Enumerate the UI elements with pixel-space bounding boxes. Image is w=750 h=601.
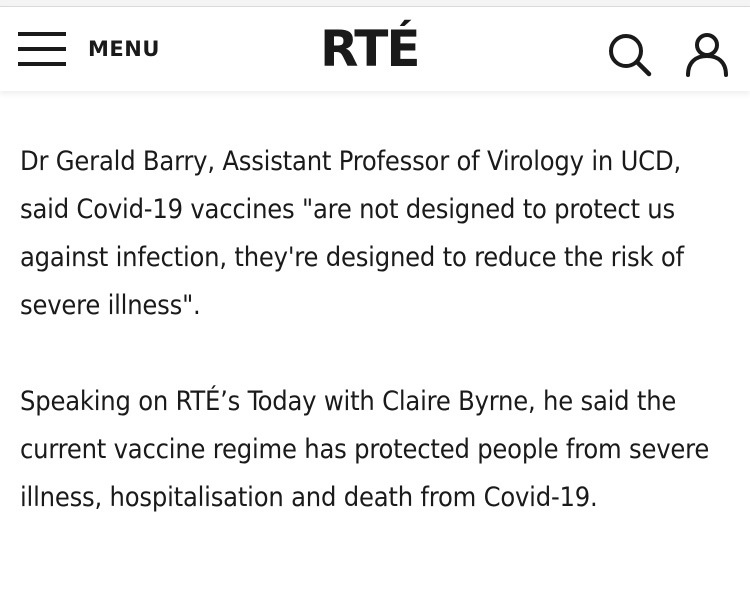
user-icon[interactable] — [684, 31, 730, 77]
site-header: MENU RTÉ — [0, 7, 750, 91]
browser-top-strip — [0, 0, 750, 7]
menu-label: MENU — [88, 37, 160, 61]
search-icon[interactable] — [606, 31, 652, 77]
hamburger-icon — [18, 32, 66, 66]
menu-button[interactable]: MENU — [18, 27, 160, 71]
article-body: Dr Gerald Barry, Assistant Professor of … — [20, 138, 735, 570]
article-paragraph: Dr Gerald Barry, Assistant Professor of … — [20, 146, 684, 321]
rte-logo[interactable]: RTÉ — [320, 20, 421, 78]
article-paragraph: Speaking on RTÉ’s Today with Claire Byrn… — [20, 386, 710, 513]
